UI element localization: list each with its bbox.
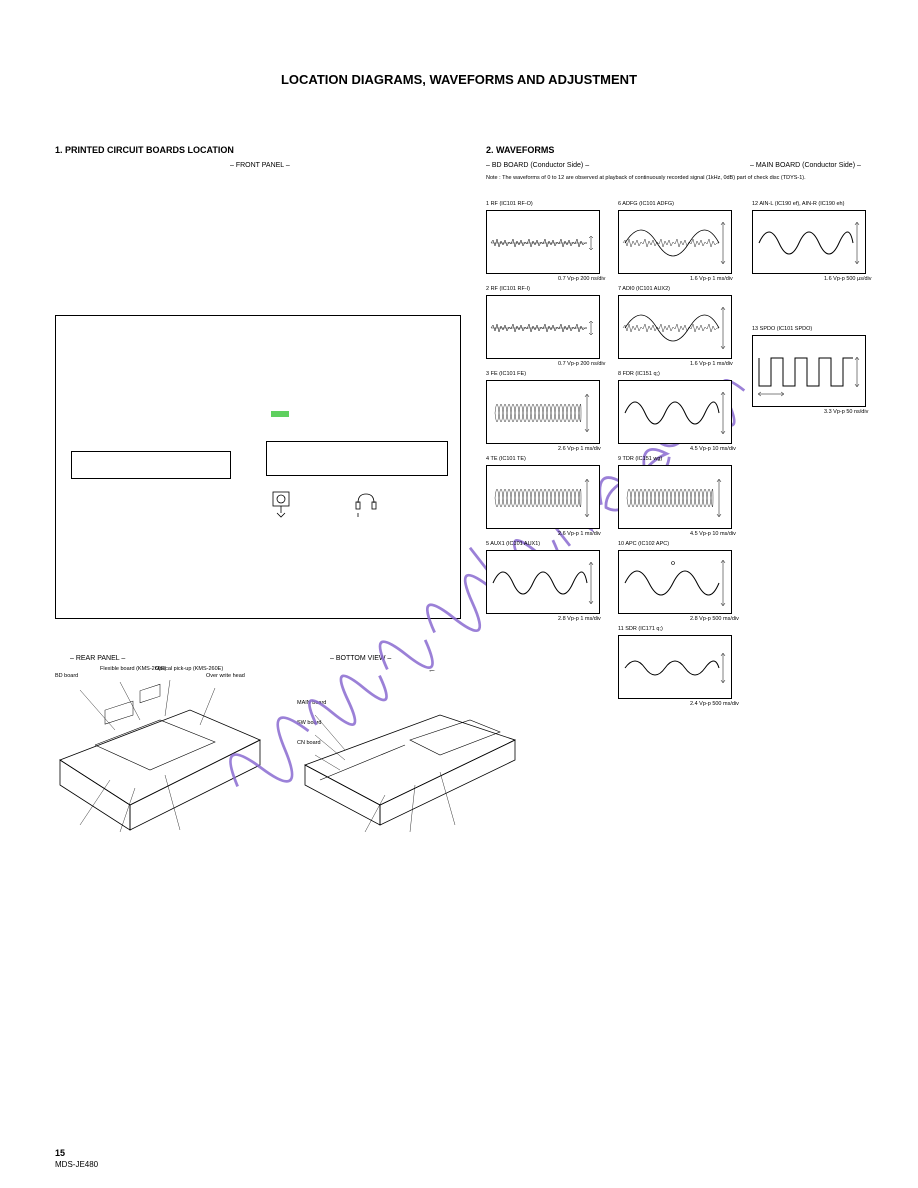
waveform-title: 7 ADI0 (IC101 AUX2) [618,286,670,292]
callout: Over write head [206,673,245,680]
waveform-title: 5 AUX1 (IC101 AUX1) [486,541,540,547]
bottom-subtitle: – BOTTOM VIEW – [330,655,391,662]
waveform-title: 4 TE (IC101 TE) [486,456,526,462]
waveform-title: 2 RF (IC101 RF-I) [486,286,530,292]
waveform-amp: 2.6 Vp-p 1 ms/div [558,531,601,537]
waveform-cell [486,380,600,444]
phones-icon [354,491,378,519]
standby-led-icon [271,411,289,417]
front-panel-outline [55,315,461,619]
waveform-cell [486,550,600,614]
waveform-cell [752,335,866,407]
disc-slot [71,451,231,479]
bd-notes: Note : The waveforms of 0 to 12 are obse… [486,175,826,182]
callout: BD board [55,673,78,680]
waveform-title: 12 AIN-L (IC190 ef), AIN-R (IC190 eh) [752,201,844,207]
waveform-amp: 2.6 Vp-p 1 ms/div [558,446,601,452]
rear-panel-drawing [50,670,270,840]
waveform-cell [752,210,866,274]
front-subtitle: – FRONT PANEL – [230,162,290,169]
waveform-amp: 1.6 Vp-p 1 ms/div [690,276,733,282]
disc-icon [271,491,295,519]
main-subtitle: – MAIN BOARD (Conductor Side) – [750,162,861,169]
waveform-title: 8 FDR (IC151 q;) [618,371,660,377]
waveform-amp: 3.3 Vp-p 50 ns/div [824,409,868,415]
section-pcb-location: 1. PRINTED CIRCUIT BOARDS LOCATION [55,145,234,155]
waveform-title: 11 SDR (IC171 q;) [618,626,663,632]
waveform-title: 1 RF (IC101 RF-O) [486,201,533,207]
waveform-amp: 2.8 Vp-p 1 ms/div [558,616,601,622]
waveform-amp: 2.4 Vp-p 500 ms/div [690,701,739,707]
model-label: MDS-JE480 [55,1160,98,1170]
callout: MAIN board [297,700,326,707]
waveform-cell [618,635,732,699]
waveform-amp: 0.7 Vp-p 200 ns/div [558,276,605,282]
waveform-cell [486,465,600,529]
bd-subtitle: – BD BOARD (Conductor Side) – [486,162,589,169]
waveform-cell [618,550,732,614]
page-title: LOCATION DIAGRAMS, WAVEFORMS AND ADJUSTM… [0,72,918,87]
display-window [266,441,448,476]
waveform-title: 9 TDR (IC151 wg) [618,456,662,462]
waveform-amp: 4.5 Vp-p 10 ms/div [690,446,736,452]
waveform-title: 10 APC (IC102 APC) [618,541,669,547]
waveform-amp: 4.5 Vp-p 10 ms/div [690,531,736,537]
rear-subtitle: – REAR PANEL – [70,655,125,662]
waveform-cell [618,295,732,359]
waveform-title: 3 FE (IC101 FE) [486,371,526,377]
section-waveforms: 2. WAVEFORMS [486,145,554,155]
bottom-view-drawing [290,670,520,840]
page-number: 15 [55,1148,65,1158]
waveform-amp: 2.8 Vp-p 500 ms/div [690,616,739,622]
waveform-title: 6 ADFG (IC101 ADFG) [618,201,674,207]
waveform-amp: 1.6 Vp-p 1 ms/div [690,361,733,367]
waveform-cell [618,210,732,274]
callout: SW board [297,720,321,727]
waveform-amp: 0.7 Vp-p 200 ns/div [558,361,605,367]
waveform-amp: 1.6 Vp-p 500 µs/div [824,276,872,282]
waveform-cell [486,210,600,274]
waveform-cell [618,380,732,444]
waveform-cell [486,295,600,359]
callout: CN board [297,740,321,747]
waveform-title: 13 SPDO (IC101 SPDO) [752,326,812,332]
waveform-cell [618,465,732,529]
